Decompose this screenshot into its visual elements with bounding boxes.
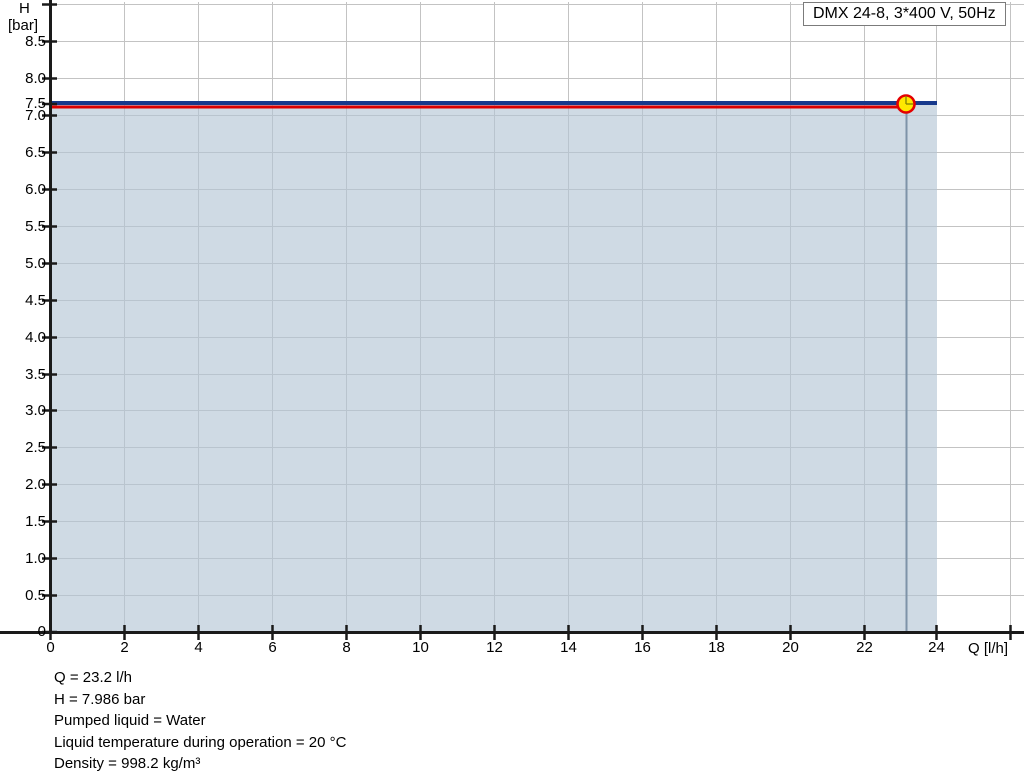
- y-tick-label: 8.5: [25, 32, 46, 50]
- info-line-density: Density = 998.2 kg/m³: [54, 755, 201, 772]
- y-tick-label: 6.5: [25, 143, 46, 161]
- y-tick-label: 4.5: [25, 291, 46, 309]
- y-tick-label: 0: [37, 623, 46, 640]
- y-tick-label: 0.5: [25, 586, 46, 604]
- y-axis-title-symbol: H: [19, 0, 30, 17]
- y-axis-title-unit: [bar]: [8, 17, 39, 34]
- y-tick-label: 1.5: [25, 512, 46, 530]
- x-tick-label: 14: [560, 639, 577, 656]
- y-tick-label: 8.0: [25, 69, 46, 87]
- y-tick-label: 3.0: [25, 401, 46, 419]
- y-axis-ticks: [42, 3, 57, 634]
- x-tick-label: 0: [46, 639, 55, 656]
- x-tick-label: 6: [268, 639, 277, 656]
- x-tick-label: 12: [486, 639, 503, 656]
- duty-point-marker[interactable]: [896, 94, 916, 114]
- info-line-head: H = 7.986 bar: [54, 690, 146, 708]
- x-tick-label: 18: [708, 639, 725, 656]
- gridlines-over-fill: [50, 104, 937, 632]
- curve-fill-area: [50, 104, 937, 632]
- legend-label: DMX 24-8, 3*400 V, 50Hz: [813, 5, 996, 22]
- y-tick-label: 1.0: [25, 549, 46, 567]
- operating-info-block: Q = 23.2 l/h H = 7.986 bar Pumped liquid…: [54, 667, 654, 775]
- x-tick-label: 8: [342, 639, 351, 656]
- x-tick-label: 20: [782, 639, 799, 656]
- x-tick-label: 24: [928, 639, 945, 656]
- y-tick-label: 7.5: [25, 95, 46, 112]
- x-axis-title: Q [l/h]: [968, 640, 1009, 657]
- info-line-liquid: Pumped liquid = Water: [54, 712, 206, 729]
- y-tick-label: 2.0: [25, 475, 46, 493]
- x-tick-label: 22: [856, 639, 873, 656]
- y-tick-label: 5.5: [25, 217, 46, 235]
- y-tick-label: 4.0: [25, 328, 46, 346]
- y-tick-label: 6.0: [25, 180, 46, 198]
- y-tick-label: 5.0: [25, 254, 46, 272]
- legend-box[interactable]: DMX 24-8, 3*400 V, 50Hz: [803, 2, 1006, 26]
- info-line-temperature: Liquid temperature during operation = 20…: [54, 733, 347, 751]
- y-tick-label: 7.0: [25, 106, 46, 124]
- x-tick-label: 16: [634, 639, 651, 656]
- y-axis-title: H [bar]: [8, 0, 38, 34]
- x-tick-label: 10: [412, 639, 429, 656]
- x-tick-label: 2: [120, 639, 129, 656]
- y-tick-label: 3.5: [25, 365, 46, 383]
- x-axis-ticks: [49, 625, 1012, 640]
- plot-canvas: [0, 0, 1024, 640]
- x-tick-label: 4: [194, 639, 203, 656]
- info-line-flow: Q = 23.2 l/h: [54, 669, 132, 686]
- y-tick-label: 2.5: [25, 438, 46, 456]
